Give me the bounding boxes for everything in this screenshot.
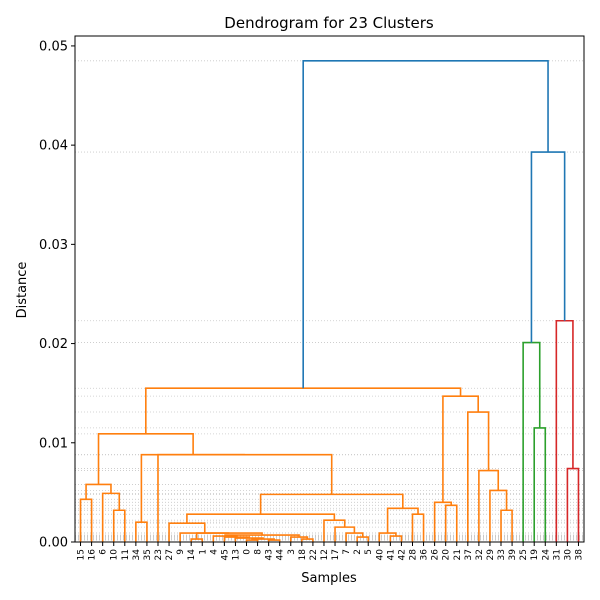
link-Y bbox=[378, 532, 397, 542]
link-B bbox=[112, 509, 126, 542]
link-G bbox=[245, 539, 259, 542]
link-AG bbox=[433, 501, 453, 542]
x-tick-label: 28 bbox=[408, 549, 418, 561]
x-tick-label: 21 bbox=[453, 549, 463, 560]
link-A bbox=[79, 498, 93, 542]
x-tick-label: 3 bbox=[287, 549, 297, 555]
x-tick-label: 25 bbox=[519, 549, 529, 560]
x-tick-label: 27 bbox=[165, 549, 175, 560]
y-tick-label: 0.03 bbox=[39, 238, 68, 253]
link-S bbox=[356, 536, 370, 542]
x-tick-label: 2 bbox=[353, 549, 363, 555]
x-tick-label: 20 bbox=[442, 549, 452, 561]
x-tick-label: 11 bbox=[121, 549, 131, 560]
y-tick-label: 0.01 bbox=[39, 436, 68, 451]
y-tick-label: 0.02 bbox=[39, 337, 68, 352]
x-tick-label: 44 bbox=[276, 549, 286, 561]
x-tick-label: 6 bbox=[99, 549, 109, 555]
link-AM bbox=[145, 387, 462, 434]
x-tick-label: 5 bbox=[364, 549, 374, 555]
link-AH bbox=[500, 509, 513, 542]
link-H bbox=[267, 539, 281, 542]
x-tick-label: 42 bbox=[397, 549, 407, 560]
x-tick-label: 12 bbox=[320, 549, 330, 560]
x-tick-label: 29 bbox=[486, 549, 496, 561]
link-AS bbox=[302, 60, 549, 389]
x-tick-label: 37 bbox=[464, 549, 474, 560]
x-tick-label: 24 bbox=[541, 549, 551, 561]
x-tick-label: 33 bbox=[497, 549, 507, 560]
link-T bbox=[345, 532, 364, 542]
link-U bbox=[334, 526, 356, 542]
chart-title: Dendrogram for 23 Clusters bbox=[224, 14, 434, 32]
plot-frame bbox=[74, 35, 585, 543]
link-AB bbox=[259, 493, 404, 515]
x-tick-label: 15 bbox=[77, 549, 87, 560]
link-AQ bbox=[555, 319, 574, 542]
x-tick-label: 14 bbox=[187, 549, 197, 561]
link-AA bbox=[386, 507, 419, 534]
x-tick-label: 22 bbox=[309, 549, 319, 560]
link-I bbox=[251, 538, 275, 541]
link-AN bbox=[533, 427, 547, 542]
grid-lines bbox=[75, 60, 584, 541]
x-tick-label: 30 bbox=[563, 549, 573, 561]
link-M bbox=[301, 538, 314, 542]
x-tick-label: 17 bbox=[331, 549, 341, 560]
link-Z bbox=[411, 513, 425, 542]
x-tick-label: 43 bbox=[265, 549, 275, 560]
x-tick-label: 18 bbox=[298, 549, 308, 561]
link-O bbox=[224, 534, 300, 538]
link-AI bbox=[489, 489, 508, 542]
x-tick-label: 19 bbox=[530, 549, 540, 561]
link-AO bbox=[522, 341, 541, 542]
y-tick-label: 0.00 bbox=[39, 536, 68, 551]
x-tick-label: 7 bbox=[342, 549, 352, 555]
x-tick-label: 10 bbox=[110, 549, 120, 561]
x-tick-label: 26 bbox=[431, 549, 441, 561]
x-axis-ticks: 15 16 6 10 11 34 35 23 27 9 14 1 4 45 13 0 8 43 44 3 18 22 12 1… bbox=[77, 542, 584, 561]
x-tick-label: 35 bbox=[143, 549, 153, 560]
x-tick-label: 41 bbox=[386, 549, 396, 560]
x-tick-label: 31 bbox=[552, 549, 562, 560]
y-axis-ticks: 0.00 0.01 0.02 0.03 0.04 0.05 bbox=[39, 39, 75, 551]
x-tick-label: 9 bbox=[176, 549, 186, 555]
y-tick-label: 0.04 bbox=[39, 139, 68, 154]
x-tick-label: 45 bbox=[220, 549, 230, 560]
x-tick-label: 4 bbox=[209, 549, 219, 555]
link-F bbox=[190, 538, 204, 542]
link-AR bbox=[530, 151, 566, 343]
x-tick-label: 0 bbox=[243, 549, 253, 555]
x-tick-label: 36 bbox=[420, 549, 430, 561]
x-tick-label: 13 bbox=[231, 549, 241, 560]
x-tick-label: 8 bbox=[254, 549, 264, 555]
x-tick-label: 40 bbox=[375, 549, 385, 561]
link-K bbox=[223, 536, 251, 542]
link-AJ bbox=[478, 469, 500, 542]
dendrogram-links bbox=[79, 60, 580, 542]
link-E bbox=[135, 521, 148, 542]
link-AD bbox=[140, 453, 245, 523]
x-axis-label: Samples bbox=[301, 571, 357, 586]
link-V bbox=[323, 519, 346, 542]
x-tick-label: 38 bbox=[574, 549, 584, 561]
link-AL bbox=[442, 395, 479, 503]
y-tick-label: 0.05 bbox=[39, 39, 68, 54]
x-tick-label: 16 bbox=[88, 549, 98, 561]
x-tick-label: 23 bbox=[154, 549, 164, 560]
link-W bbox=[186, 513, 336, 524]
x-tick-label: 1 bbox=[198, 549, 208, 555]
x-tick-label: 39 bbox=[508, 549, 518, 561]
link-AE bbox=[97, 433, 194, 485]
link-D bbox=[85, 483, 112, 500]
link-AC bbox=[157, 453, 333, 542]
link-AF bbox=[444, 504, 458, 542]
x-tick-label: 32 bbox=[475, 549, 485, 560]
y-axis-label: Distance bbox=[15, 262, 30, 319]
x-tick-label: 34 bbox=[132, 549, 142, 561]
link-Q bbox=[179, 532, 230, 542]
